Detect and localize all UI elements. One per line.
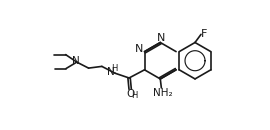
Text: NH₂: NH₂ — [153, 88, 172, 98]
Text: N: N — [135, 44, 143, 54]
Text: F: F — [201, 29, 208, 39]
Text: H: H — [131, 91, 138, 100]
Text: N: N — [157, 33, 165, 43]
Text: H: H — [111, 64, 117, 73]
Text: N: N — [107, 67, 115, 77]
Text: O: O — [126, 89, 135, 99]
Text: N: N — [72, 56, 80, 66]
